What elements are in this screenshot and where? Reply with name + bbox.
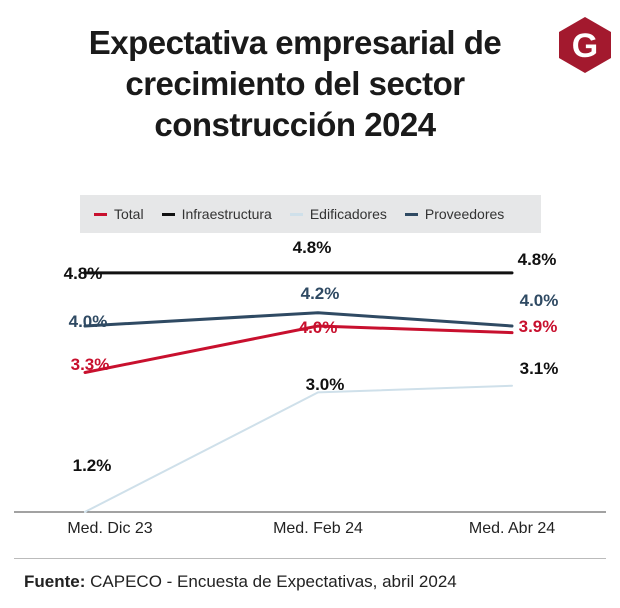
legend-label-total: Total	[114, 206, 144, 222]
title-line-1: Expectativa empresarial de	[88, 24, 502, 61]
legend-swatch-proveedores	[404, 212, 418, 216]
legend-swatch-infraestructura	[161, 212, 175, 216]
data-label-proveedores: 4.0%	[69, 312, 108, 331]
x-tick-label: Med. Feb 24	[273, 520, 363, 537]
data-label-infraestructura: 4.8%	[518, 250, 557, 269]
data-label-total: 4.0%	[299, 318, 338, 337]
title-line-2: crecimiento del sector	[125, 65, 465, 102]
source-label: Fuente:	[24, 572, 86, 591]
data-label-edificadores: 1.2%	[73, 456, 112, 475]
data-label-edificadores: 3.0%	[306, 375, 345, 394]
legend-item-proveedores: Proveedores	[404, 206, 505, 222]
x-tick-label: Med. Abr 24	[469, 520, 555, 537]
x-tick-label: Med. Dic 23	[67, 520, 152, 537]
series-line-proveedores	[83, 311, 514, 328]
chart-legend: Total Infraestructura Edificadores Prove…	[80, 195, 541, 233]
data-label-proveedores: 4.0%	[520, 291, 559, 310]
source-note: Fuente: CAPECO - Encuesta de Expectativa…	[24, 572, 457, 592]
legend-label-edificadores: Edificadores	[309, 206, 387, 222]
logo-letter: G	[572, 27, 598, 65]
legend-swatch-total	[94, 212, 107, 216]
chart-title: Expectativa empresarial de crecimiento d…	[60, 22, 530, 145]
legend-item-infraestructura: Infraestructura	[161, 206, 272, 222]
data-label-edificadores: 3.1%	[520, 359, 559, 378]
data-label-infraestructura: 4.8%	[293, 238, 332, 257]
legend-swatch-edificadores	[289, 212, 303, 216]
legend-item-edificadores: Edificadores	[289, 206, 387, 222]
data-label-infraestructura: 4.8%	[64, 264, 103, 283]
series-line-edificadores	[84, 384, 513, 513]
line-chart: Med. Dic 23 Med. Feb 24 Med. Abr 24 3.3% 4.0…	[14, 238, 606, 537]
footer-divider	[14, 558, 606, 559]
series-line-total	[83, 324, 514, 374]
source-text: CAPECO - Encuesta de Expectativas, abril…	[90, 572, 457, 591]
data-label-total: 3.9%	[519, 317, 558, 336]
legend-item-total: Total	[94, 206, 144, 222]
brand-logo: G	[559, 17, 611, 73]
legend-label-infraestructura: Infraestructura	[181, 206, 272, 222]
legend-label-proveedores: Proveedores	[424, 206, 505, 222]
title-line-3: construcción 2024	[154, 106, 436, 143]
data-label-total: 3.3%	[71, 355, 110, 374]
data-label-proveedores: 4.2%	[301, 284, 340, 303]
